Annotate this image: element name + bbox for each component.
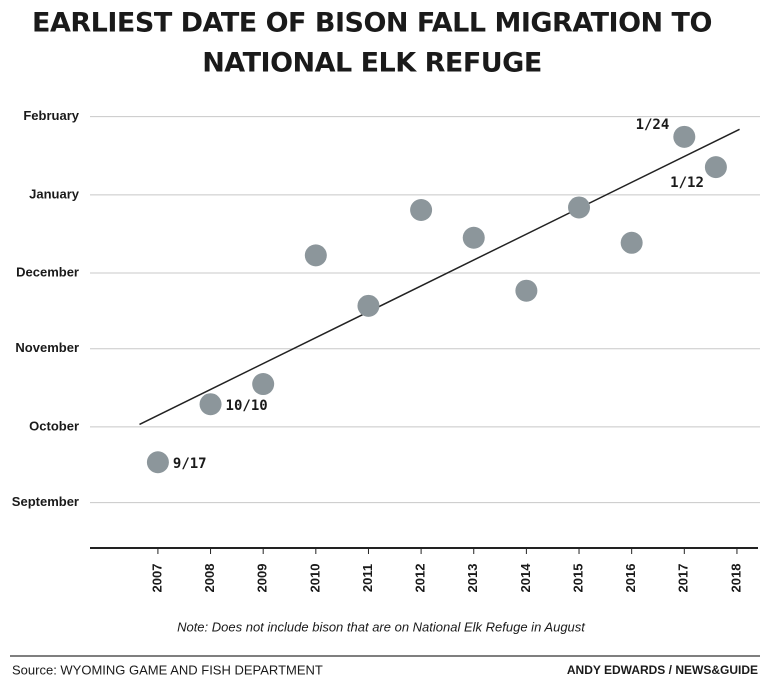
x-tick-label: 2008: [202, 564, 217, 593]
x-tick-label: 2010: [307, 564, 322, 593]
source: Source: WYOMING GAME AND FISH DEPARTMENT: [12, 662, 323, 677]
x-tick-label: 2009: [255, 564, 270, 593]
point: [568, 196, 591, 219]
y-tick-label: October: [29, 418, 79, 433]
value-label: 10/10: [226, 398, 268, 414]
point: [462, 226, 485, 249]
x-tick-label: 2012: [413, 564, 428, 593]
chart-title: EARLIEST DATE OF BISON FALL MIGRATION TO: [32, 8, 712, 39]
value-label: 1/24: [636, 117, 670, 133]
x-tick-label: 2015: [570, 564, 585, 593]
point: [199, 393, 222, 416]
x-tick-label: 2007: [149, 564, 164, 593]
x-tick-label: 2011: [360, 564, 375, 592]
y-tick-label: February: [23, 108, 79, 123]
y-tick-label: November: [15, 340, 79, 355]
point: [357, 294, 380, 317]
x-tick-label: 2013: [465, 564, 480, 593]
value-label: 9/17: [173, 456, 207, 472]
note: Note: Does not include bison that are on…: [177, 619, 586, 634]
point: [410, 198, 433, 221]
y-tick-label: September: [12, 494, 79, 509]
point: [515, 279, 538, 302]
y-tick-label: January: [29, 186, 80, 201]
x-tick-label: 2018: [728, 564, 743, 593]
y-tick-label: December: [16, 264, 79, 279]
credit: ANDY EDWARDS / NEWS&GUIDE: [567, 663, 758, 677]
x-tick-label: 2017: [676, 564, 691, 593]
point: [252, 373, 275, 396]
value-label: 1/12: [670, 175, 704, 191]
chart-title: NATIONAL ELK REFUGE: [202, 48, 542, 79]
x-tick-label: 2016: [623, 564, 638, 593]
x-tick-label: 2014: [518, 563, 533, 593]
point: [620, 231, 643, 254]
trend-line: [139, 128, 740, 426]
point: [673, 125, 696, 148]
point: [146, 451, 169, 474]
point: [304, 244, 327, 267]
point: [704, 156, 727, 179]
